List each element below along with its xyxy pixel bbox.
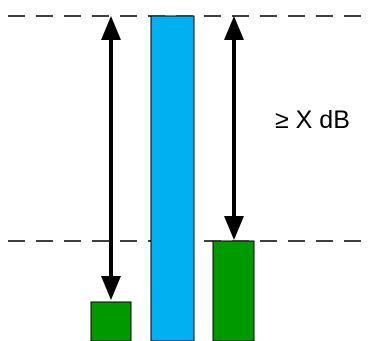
right-double-arrow [224, 16, 244, 240]
left-double-arrow [101, 16, 121, 300]
tall-blue-bar [150, 15, 195, 341]
level-difference-label: ≥ X dB [275, 106, 350, 134]
medium-green-bar [212, 240, 255, 341]
left-arrow-bottom-head [101, 276, 121, 300]
right-arrow-top-head [224, 16, 244, 40]
left-arrow-top-head [101, 16, 121, 40]
right-arrow-bottom-head [224, 216, 244, 240]
small-green-bar [90, 301, 132, 341]
